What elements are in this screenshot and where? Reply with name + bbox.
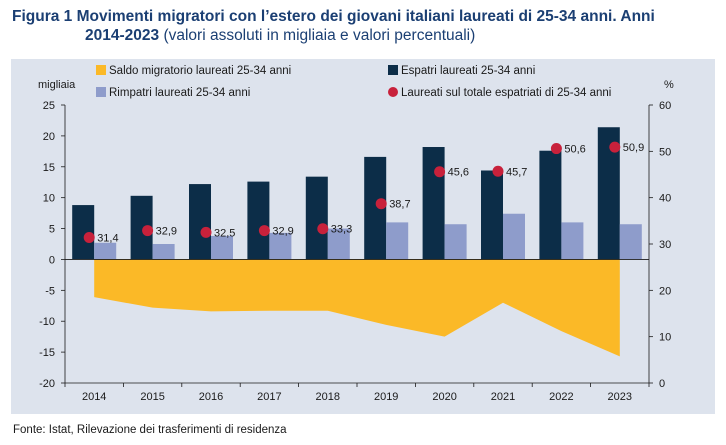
- y-left-tick-label: -10: [39, 316, 55, 328]
- legend-label-saldo: Saldo migratorio laureati 25-34 anni: [109, 65, 291, 77]
- data-label-percent-2020: 45,6: [448, 167, 469, 179]
- data-label-percent-2021: 45,7: [506, 166, 527, 178]
- x-tick-label-2022: 2022: [549, 391, 573, 403]
- x-tick-label-2021: 2021: [491, 391, 515, 403]
- y-right-axis-label: %: [664, 79, 674, 91]
- y-left-tick-label: -20: [39, 378, 55, 390]
- bar-rimpatri-2022: [561, 222, 584, 260]
- y-left-tick-label: -5: [45, 285, 55, 297]
- x-tick-label-2018: 2018: [316, 391, 340, 403]
- data-label-percent-2023: 50,9: [623, 142, 644, 154]
- x-tick-label-2017: 2017: [257, 391, 281, 403]
- y-right-tick-label: 30: [659, 239, 671, 251]
- point-percent-2018: [317, 223, 329, 235]
- bar-rimpatri-2019: [386, 222, 409, 260]
- chart-panel: [11, 59, 715, 414]
- bar-rimpatri-2021: [503, 213, 525, 260]
- point-percent-2019: [375, 198, 387, 210]
- chart-subtitle: (valori assoluti in migliaia e valori pe…: [163, 27, 476, 44]
- x-tick-label-2019: 2019: [374, 391, 398, 403]
- legend-swatch-espatri: [388, 65, 398, 75]
- point-percent-2021: [492, 165, 504, 177]
- y-right-tick-label: 60: [659, 100, 671, 112]
- legend-label-percent: Laureati sul totale espatriati di 25-34 …: [401, 87, 611, 99]
- saldo-area: [94, 259, 620, 357]
- y-left-tick-label: -15: [39, 347, 55, 359]
- bar-espatri-2022: [539, 150, 562, 260]
- y-left-tick-label: 25: [43, 100, 55, 112]
- data-label-percent-2016: 32,5: [214, 227, 235, 239]
- title-line-1: Figura 1 Movimenti migratori con l’ester…: [12, 8, 655, 25]
- x-tick-label-2020: 2020: [432, 391, 456, 403]
- bar-espatri-2020: [422, 147, 445, 260]
- title-line-2: 2014-2023 (valori assoluti in migliaia e…: [12, 26, 712, 45]
- bar-rimpatri-2015: [152, 244, 175, 260]
- bar-espatri-2016: [189, 184, 211, 260]
- bar-espatri-2018: [305, 176, 328, 260]
- y-right-tick-label: 20: [659, 285, 671, 297]
- y-left-tick-label: 20: [43, 131, 55, 143]
- y-left-axis-label: migliaia: [38, 79, 76, 91]
- point-percent-2016: [200, 226, 212, 238]
- point-percent-2014: [83, 232, 95, 244]
- source-note: Fonte: Istat, Rilevazione dei trasferime…: [13, 424, 287, 436]
- data-label-percent-2019: 38,7: [389, 199, 410, 211]
- point-percent-2023: [609, 141, 621, 153]
- y-right-tick-label: 50: [659, 146, 671, 158]
- legend-marker-percent: [388, 87, 398, 97]
- data-label-percent-2018: 33,3: [331, 224, 352, 236]
- title-years: 2014-2023: [85, 27, 160, 44]
- data-label-percent-2022: 50,6: [564, 144, 585, 156]
- x-tick-label-2016: 2016: [199, 391, 223, 403]
- point-percent-2022: [550, 143, 562, 155]
- y-left-tick-label: 15: [43, 162, 55, 174]
- bar-espatri-2023: [597, 127, 620, 260]
- bar-rimpatri-2014: [94, 242, 117, 260]
- bar-rimpatri-2020: [444, 224, 467, 260]
- y-right-tick-label: 10: [659, 332, 671, 344]
- bar-rimpatri-2016: [211, 235, 233, 260]
- data-label-percent-2014: 31,4: [97, 233, 118, 245]
- data-label-percent-2015: 32,9: [156, 226, 177, 238]
- y-left-tick-label: 5: [49, 224, 55, 236]
- bar-espatri-2015: [130, 195, 153, 260]
- y-left-tick-label: 0: [49, 254, 55, 266]
- x-tick-label-2015: 2015: [140, 391, 164, 403]
- y-right-tick-label: 0: [659, 378, 665, 390]
- y-right-tick-label: 40: [659, 193, 671, 205]
- bar-espatri-2017: [247, 181, 270, 260]
- x-tick-label-2023: 2023: [608, 391, 632, 403]
- bar-rimpatri-2023: [619, 224, 642, 260]
- y-left-tick-label: 10: [43, 193, 55, 205]
- point-percent-2015: [142, 225, 154, 237]
- bar-espatri-2021: [481, 170, 503, 260]
- chart-title: Figura 1 Movimenti migratori con l’ester…: [12, 7, 712, 45]
- legend-label-rimpatri: Rimpatri laureati 25-34 anni: [109, 87, 250, 99]
- point-percent-2017: [258, 225, 270, 237]
- point-percent-2020: [434, 166, 446, 178]
- legend-swatch-rimpatri: [96, 87, 106, 97]
- legend: Saldo migratorio laureati 25-34 anni Esp…: [96, 65, 611, 99]
- bar-espatri-2019: [364, 156, 387, 260]
- bar-rimpatri-2018: [327, 228, 350, 260]
- bar-rimpatri-2017: [269, 232, 292, 260]
- legend-label-espatri: Espatri laureati 25-34 anni: [401, 65, 535, 77]
- data-label-percent-2017: 32,9: [272, 226, 293, 238]
- x-tick-label-2014: 2014: [82, 391, 106, 403]
- bar-espatri-2014: [72, 205, 95, 260]
- legend-swatch-saldo: [96, 65, 106, 75]
